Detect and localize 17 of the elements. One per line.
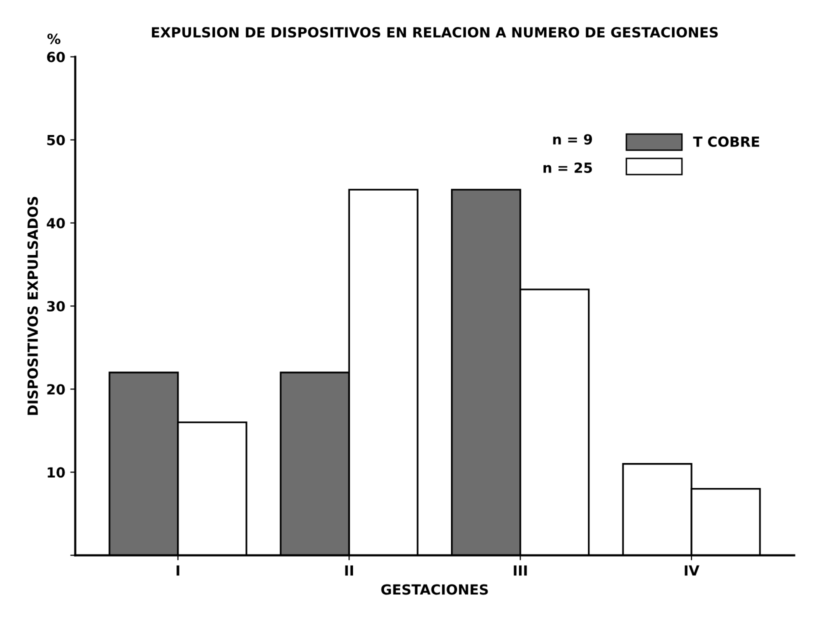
y-tick-label: 60 [47, 52, 65, 62]
x-axis-title: GESTACIONES [381, 584, 488, 595]
y-tick-label: 10 [48, 467, 65, 478]
text: % [47, 34, 60, 44]
y-tick-label: 30 [47, 301, 65, 312]
x-tick-label: II [345, 565, 354, 576]
y-tick-label: 40 [46, 218, 65, 228]
x-tick-label: I [176, 565, 180, 576]
y-axis-title: DISPOSITIVOS EXPULSADOS [27, 196, 38, 415]
x-tick-label: III [514, 565, 527, 576]
legend-label: T COBRE [693, 136, 760, 147]
chart-title: EXPULSION DE DISPOSITIVOS EN RELACION A NUMERO DE GESTACIONES [152, 27, 718, 38]
x-tick-label: IV [684, 565, 700, 576]
y-tick-label: 50 [47, 134, 65, 146]
annotation: n = 25 [544, 162, 592, 173]
y-tick-label: 20 [47, 384, 65, 395]
annotation: n = 9 [553, 134, 592, 145]
